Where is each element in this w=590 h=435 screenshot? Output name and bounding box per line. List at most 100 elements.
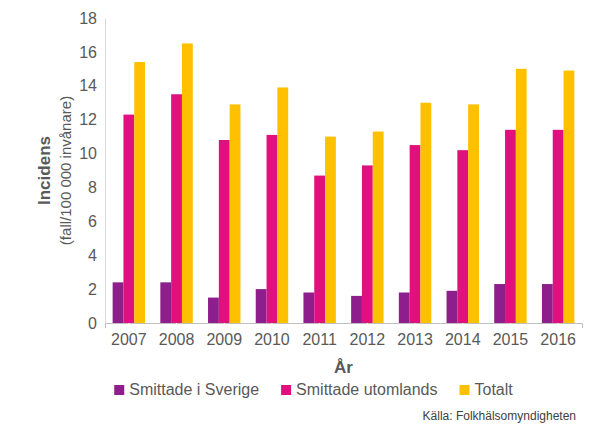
bar: [457, 150, 468, 323]
x-tick: 2012: [350, 323, 386, 348]
y-tick-label: 14: [79, 77, 97, 94]
bar: [447, 291, 458, 323]
y-tick-label: 2: [88, 281, 97, 298]
bar-series: [134, 43, 574, 323]
x-tick: 2016: [540, 323, 576, 348]
bar: [399, 293, 410, 324]
bar: [303, 293, 314, 324]
x-tick-label: 2011: [302, 331, 337, 348]
y-tick-label: 18: [79, 10, 97, 27]
x-tick: 2015: [493, 323, 529, 348]
y-tick-label: 4: [88, 247, 97, 264]
bar: [351, 296, 362, 323]
x-tick-mark: [367, 323, 368, 328]
x-tick-label: 2013: [397, 331, 433, 348]
x-tick: 2009: [206, 323, 242, 348]
legend: Smittade i Sverige Smittade utomlands Tota…: [114, 381, 513, 398]
y-tick: 0: [88, 315, 105, 332]
y-tick-label: 12: [79, 111, 97, 128]
x-tick-mark: [558, 323, 559, 328]
y-axis-title: (fall/100 000 invånare): [57, 96, 74, 245]
x-axis-title: År: [334, 358, 353, 377]
x-tick-label: 2016: [540, 331, 576, 348]
x-tick-label: 2015: [493, 331, 529, 348]
bar: [420, 103, 431, 323]
x-tick-mark: [128, 323, 129, 328]
bar: [564, 71, 575, 323]
x-tick-mark: [319, 323, 320, 328]
bar: [494, 284, 505, 323]
x-tick-mark: [224, 323, 225, 328]
y-tick-label: 0: [88, 315, 97, 332]
x-tick-mark: [510, 323, 511, 328]
y-tick-label: 8: [88, 179, 97, 196]
x-tick-label: 2007: [111, 331, 147, 348]
bar: [256, 289, 267, 323]
legend-item: Totalt: [460, 381, 514, 398]
y-tick-label: 6: [88, 213, 97, 230]
bars: [113, 43, 575, 323]
x-tick: 2013: [397, 323, 433, 348]
bar: [182, 43, 193, 323]
bar: [362, 165, 373, 323]
x-tick: 2010: [254, 323, 290, 348]
bar: [373, 132, 384, 323]
bar: [267, 135, 278, 323]
x-tick-label: 2014: [445, 331, 481, 348]
y-axis-title: Incidens: [35, 136, 54, 205]
annotation: Källa: Folkhälsomyndigheten: [423, 409, 576, 423]
bar: [277, 87, 288, 323]
y-tick: 6: [88, 213, 105, 230]
y-tick: 4: [88, 247, 105, 264]
bar: [134, 62, 145, 323]
bar: [468, 104, 479, 323]
bar: [219, 140, 230, 323]
bar: [325, 137, 336, 323]
x-tick: 2011: [302, 323, 337, 348]
x-tick-label: 2010: [254, 331, 290, 348]
legend-label: Totalt: [475, 381, 514, 398]
x-tick-mark: [415, 323, 416, 328]
y-tick: 12: [79, 111, 105, 128]
plot-area: 0246810121416182007200820092010201120122…: [79, 10, 582, 349]
legend-swatch: [114, 385, 124, 395]
bar: [123, 115, 134, 323]
legend-swatch: [460, 385, 470, 395]
x-axis: 2007 2008 2009 2010 2011 2012 2013 2014 2015 2016: [106, 323, 583, 348]
bar: [553, 130, 564, 323]
bar: [171, 94, 182, 323]
legend-swatch: [281, 385, 291, 395]
legend-label: Smittade utomlands: [296, 381, 437, 398]
y-tick: 14: [79, 77, 105, 94]
bar: [542, 284, 553, 323]
bar: [410, 145, 421, 323]
y-axis-line: [105, 19, 106, 324]
y-tick: 16: [79, 44, 105, 61]
x-axis-line: [106, 324, 583, 329]
x-tick-mark: [271, 323, 272, 328]
legend-item: Smittade i Sverige: [114, 381, 259, 398]
bar: [160, 282, 171, 323]
x-tick-label: 2009: [206, 331, 242, 348]
x-tick-mark: [462, 323, 463, 328]
bar: [230, 104, 241, 323]
x-tick: 2014: [445, 323, 481, 348]
y-axis: 0 2 4 6 8 10 12 14 16 18: [79, 10, 105, 332]
y-tick: 10: [79, 145, 105, 162]
x-tick: 2007: [111, 323, 147, 348]
bar: [516, 69, 527, 323]
x-tick: 2008: [159, 323, 195, 348]
legend-label: Smittade i Sverige: [129, 381, 259, 398]
y-tick: 18: [79, 10, 105, 27]
bar: [113, 282, 124, 323]
chart: 0246810121416182007200820092010201120122…: [0, 0, 590, 435]
bar: [208, 298, 219, 323]
x-tick-label: 2012: [350, 331, 386, 348]
y-tick-label: 10: [79, 145, 97, 162]
y-tick-label: 16: [79, 44, 97, 61]
bar: [314, 176, 325, 323]
x-tick-label: 2008: [159, 331, 195, 348]
legend-item: Smittade utomlands: [281, 381, 437, 398]
x-tick-mark: [176, 323, 177, 328]
bar: [505, 130, 516, 323]
